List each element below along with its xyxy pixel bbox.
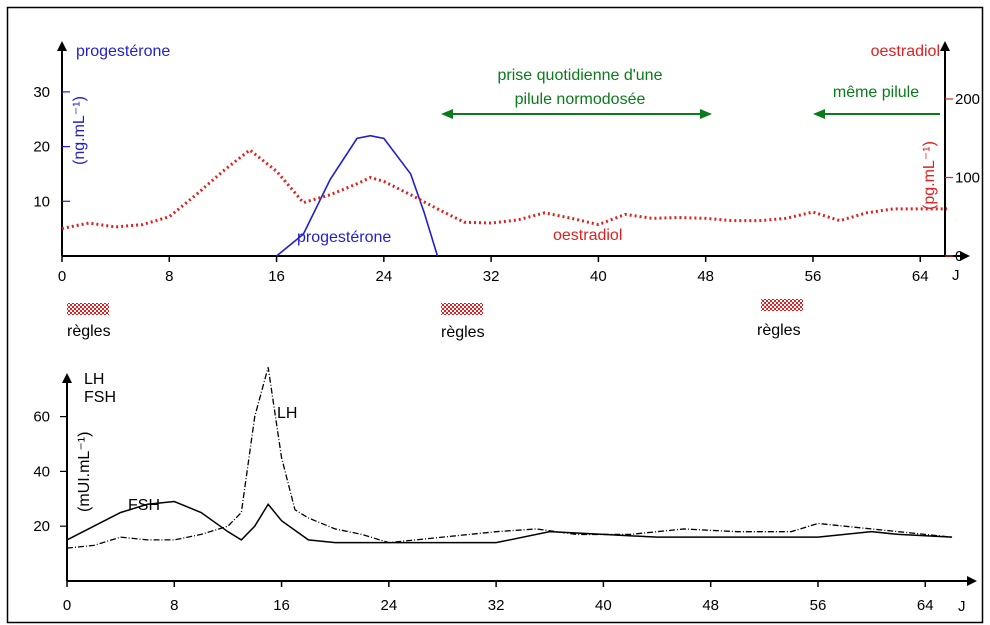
regles-label-2: règles	[441, 324, 485, 341]
regles-bar-3	[761, 299, 803, 311]
bottom-panel: 0 8 16 24 32 40 48 56 64 20 40 60 J LH FSH (mUI.mL…	[33, 367, 977, 615]
bottom-y-ticks: 20 40 60	[33, 409, 67, 535]
meme-pilule-annotation: même pilule	[833, 84, 919, 101]
oestradiol-axis-title: oestradiol	[871, 43, 940, 60]
bottom-x-tick-label: 0	[63, 597, 71, 614]
top-x-tick-label: 0	[58, 268, 66, 285]
bottom-x-tick-label: 56	[810, 597, 827, 614]
regles-label-3: règles	[757, 322, 801, 339]
regles-bar-1	[67, 303, 109, 315]
bottom-x-tick-label: 8	[170, 597, 178, 614]
bottom-y-tick-label: 40	[33, 463, 50, 480]
bottom-y-tick-label: 20	[33, 518, 50, 535]
top-left-ticks: 10 20 30	[33, 84, 70, 210]
top-x-tick-label: 40	[590, 268, 607, 285]
top-x-axis-label: J	[952, 267, 960, 284]
oestradiol-curve-label: oestradiol	[553, 227, 622, 244]
progesterone-axis-unit: (ng.mL⁻¹)	[71, 96, 88, 165]
top-right-tick-label: 0	[955, 248, 963, 265]
top-left-tick-label: 30	[33, 84, 50, 101]
top-series	[61, 134, 948, 257]
oestradiol-line	[61, 148, 948, 230]
progesterone-curve-label: progestérone	[297, 229, 391, 246]
top-left-tick-label: 20	[33, 139, 50, 156]
bottom-x-tick-label: 32	[488, 597, 505, 614]
top-x-ticks: 0 8 16 24 32 40 48 56 64	[58, 256, 929, 285]
top-panel: 0 8 16 24 32 40 48 56 64 10 20 30 0 100 200 J proges…	[33, 41, 980, 341]
top-left-tick-label: 10	[33, 193, 50, 210]
top-x-tick-label: 32	[483, 268, 500, 285]
bottom-axis-title-lh: LH	[84, 371, 104, 388]
bottom-axis-unit: (mUI.mL⁻¹)	[76, 432, 93, 512]
fsh-curve-label: FSH	[128, 497, 160, 514]
oestradiol-axis-unit: (pg.mL⁻¹)	[921, 141, 938, 210]
bottom-x-tick-label: 24	[380, 597, 397, 614]
bottom-x-tick-label: 48	[702, 597, 719, 614]
bottom-x-ticks: 0 8 16 24 32 40 48 56 64	[63, 581, 934, 614]
top-x-tick-label: 24	[375, 268, 392, 285]
progesterone-axis-title: progestérone	[76, 43, 170, 60]
bottom-axis-title-fsh: FSH	[84, 389, 116, 406]
lh-line	[66, 367, 953, 549]
bottom-series	[66, 367, 953, 549]
bottom-x-axis-label: J	[958, 598, 966, 615]
top-right-ticks: 0 100 200	[945, 91, 980, 265]
fsh-line	[66, 500, 953, 544]
top-right-tick-label: 100	[955, 170, 980, 187]
lh-curve-label: LH	[277, 405, 297, 422]
bottom-x-tick-label: 40	[595, 597, 612, 614]
top-right-tick-label: 200	[955, 91, 980, 108]
prise-annotation-line1: prise quotidienne d'une	[498, 67, 663, 84]
bottom-x-tick-label: 64	[917, 597, 934, 614]
top-x-tick-label: 16	[268, 268, 285, 285]
regles-bar-2	[441, 303, 483, 315]
regles-label-1: règles	[67, 323, 111, 340]
top-x-tick-label: 64	[912, 268, 929, 285]
top-x-tick-label: 56	[805, 268, 822, 285]
bottom-x-tick-label: 16	[273, 597, 290, 614]
top-x-tick-label: 8	[165, 268, 173, 285]
bottom-y-tick-label: 60	[33, 409, 50, 426]
prise-annotation-line2: pilule normodosée	[515, 91, 646, 108]
top-x-tick-label: 48	[697, 268, 714, 285]
figure-frame	[6, 6, 984, 624]
